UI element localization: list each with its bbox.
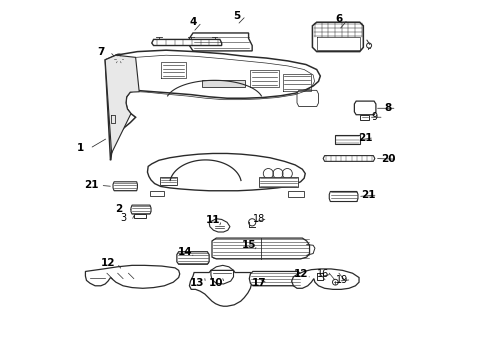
Text: 16: 16 [317,269,329,279]
Polygon shape [249,271,302,286]
Text: 19: 19 [337,275,349,285]
Polygon shape [177,252,209,264]
Text: 11: 11 [205,215,220,225]
Text: 5: 5 [234,11,241,21]
Polygon shape [131,205,151,214]
Text: 9: 9 [372,112,378,122]
Polygon shape [335,135,360,144]
Polygon shape [150,191,164,196]
Polygon shape [288,192,304,197]
Text: 21: 21 [84,180,99,190]
Text: 20: 20 [381,154,396,164]
Polygon shape [209,219,230,232]
Polygon shape [190,33,252,51]
Polygon shape [202,80,245,87]
Text: 18: 18 [252,214,265,224]
Text: 12: 12 [101,258,115,268]
Text: 14: 14 [177,247,192,257]
Polygon shape [329,192,358,202]
Text: 4: 4 [189,17,196,27]
Polygon shape [85,265,180,288]
Text: 6: 6 [335,14,343,24]
Text: 12: 12 [294,269,308,279]
Text: 1: 1 [77,143,84,153]
Text: 15: 15 [242,240,256,250]
Polygon shape [292,269,359,289]
Polygon shape [160,177,177,185]
Polygon shape [313,22,364,51]
Polygon shape [297,90,318,107]
Text: 17: 17 [251,278,266,288]
Text: 3: 3 [121,213,127,223]
Polygon shape [259,177,298,187]
Circle shape [117,57,121,61]
Text: 2: 2 [115,204,122,215]
Text: 7: 7 [97,46,104,57]
Text: 8: 8 [384,103,392,113]
Text: 21: 21 [358,133,372,143]
Polygon shape [354,101,376,115]
Polygon shape [134,214,147,218]
Polygon shape [152,40,221,45]
Text: 21: 21 [362,190,376,200]
Polygon shape [212,238,310,259]
Polygon shape [361,115,368,120]
Polygon shape [105,55,139,153]
Polygon shape [323,156,375,161]
Polygon shape [190,270,252,306]
Polygon shape [105,50,320,160]
Polygon shape [113,182,137,191]
Polygon shape [147,153,305,191]
Text: 13: 13 [189,278,204,288]
Text: 10: 10 [208,278,223,288]
